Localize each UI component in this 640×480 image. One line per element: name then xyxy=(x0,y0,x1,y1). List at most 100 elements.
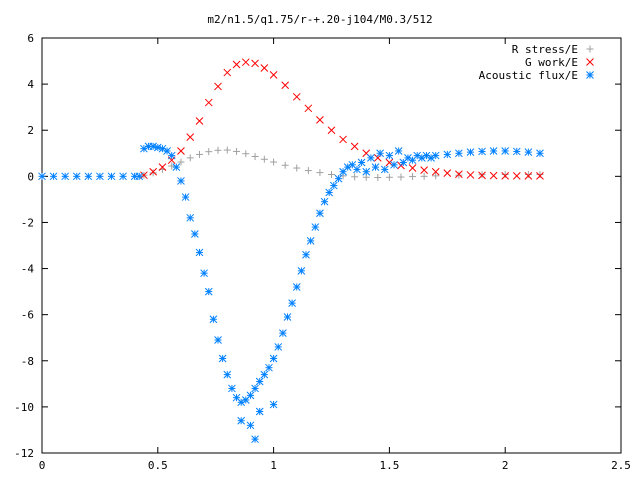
data-point xyxy=(320,197,329,206)
data-point xyxy=(251,59,259,68)
data-point xyxy=(339,135,347,144)
plot-area xyxy=(38,58,544,444)
data-point xyxy=(371,163,380,171)
data-point xyxy=(149,169,157,177)
data-point xyxy=(177,147,185,155)
data-point xyxy=(251,435,259,444)
chart-title: m2/n1.5/q1.75/r-+.20-j104/M0.3/512 xyxy=(207,13,432,26)
data-point xyxy=(536,149,544,158)
data-point xyxy=(536,170,544,178)
data-point xyxy=(269,71,278,79)
data-point xyxy=(270,158,278,166)
data-point xyxy=(524,172,533,180)
data-point xyxy=(181,193,190,201)
data-point xyxy=(191,230,199,238)
data-point xyxy=(408,164,417,172)
data-point xyxy=(327,126,336,135)
data-point xyxy=(204,98,213,107)
data-point xyxy=(209,315,218,324)
data-point xyxy=(281,81,290,90)
data-point xyxy=(466,148,475,156)
data-point xyxy=(501,147,510,155)
data-point xyxy=(367,154,375,162)
data-point xyxy=(72,172,81,181)
data-point xyxy=(96,172,104,181)
data-point xyxy=(186,154,194,162)
y-tick-label: 4 xyxy=(27,78,34,91)
x-tick-label: 0 xyxy=(39,459,46,472)
legend-marker xyxy=(586,45,594,53)
data-point xyxy=(325,188,334,197)
data-point xyxy=(374,173,382,181)
x-axis: 0 0.5 1 1.5 2 2.5 xyxy=(39,38,631,472)
data-point xyxy=(283,313,292,321)
data-point xyxy=(297,267,306,275)
data-point xyxy=(228,384,236,393)
data-point xyxy=(140,171,148,180)
data-point xyxy=(351,173,359,181)
data-point xyxy=(158,163,167,171)
y-tick-label: -6 xyxy=(21,309,34,322)
x-tick-label: 2.5 xyxy=(611,459,631,472)
series-0 xyxy=(140,146,544,181)
y-tick-label: -4 xyxy=(21,263,35,276)
data-point xyxy=(455,171,463,179)
data-point xyxy=(478,171,486,180)
data-point xyxy=(455,170,463,179)
data-point xyxy=(107,172,116,181)
data-point xyxy=(443,169,452,177)
data-point xyxy=(362,167,371,176)
data-point xyxy=(49,172,58,181)
data-point xyxy=(214,146,222,154)
data-point xyxy=(61,172,70,181)
data-point xyxy=(329,181,338,190)
data-point xyxy=(328,170,335,178)
data-point xyxy=(260,370,269,379)
data-point xyxy=(501,170,509,178)
legend-marker xyxy=(586,71,594,79)
data-point xyxy=(195,117,204,125)
data-point xyxy=(478,147,486,156)
data-point xyxy=(223,68,232,77)
data-point xyxy=(214,336,222,344)
y-axis: -12 -10 -8 -6 -4 -2 0 2 4 6 xyxy=(14,32,621,460)
data-point xyxy=(186,133,195,141)
data-point xyxy=(260,155,268,163)
data-point xyxy=(251,384,259,393)
data-point xyxy=(195,150,203,158)
data-point xyxy=(200,269,208,278)
data-point xyxy=(380,165,389,174)
data-point xyxy=(357,158,366,167)
data-point xyxy=(241,58,250,67)
y-tick-label: -8 xyxy=(21,355,34,368)
data-point xyxy=(223,146,231,154)
data-point xyxy=(149,167,158,176)
y-tick-label: -2 xyxy=(21,216,34,229)
data-point xyxy=(293,164,301,172)
data-point xyxy=(536,172,544,180)
data-point xyxy=(316,209,324,218)
x-tick-label: 1 xyxy=(270,459,277,472)
data-point xyxy=(302,250,310,259)
data-point xyxy=(149,142,158,151)
legend-label: G work/E xyxy=(525,56,578,69)
data-point xyxy=(432,172,440,180)
data-point xyxy=(394,147,403,155)
data-point xyxy=(269,400,278,409)
data-point xyxy=(501,172,510,180)
data-point xyxy=(466,171,475,179)
data-point xyxy=(420,166,428,174)
data-point xyxy=(242,150,250,158)
y-tick-label: -10 xyxy=(14,401,34,414)
data-point xyxy=(376,149,384,158)
data-point xyxy=(119,172,127,181)
data-point xyxy=(431,167,440,176)
data-point xyxy=(233,147,241,155)
data-point xyxy=(316,169,324,177)
x-tick-label: 2 xyxy=(502,459,509,472)
data-point xyxy=(260,64,269,72)
data-point xyxy=(431,151,440,160)
data-point xyxy=(489,171,498,180)
data-point xyxy=(204,287,213,296)
data-point xyxy=(186,213,195,222)
